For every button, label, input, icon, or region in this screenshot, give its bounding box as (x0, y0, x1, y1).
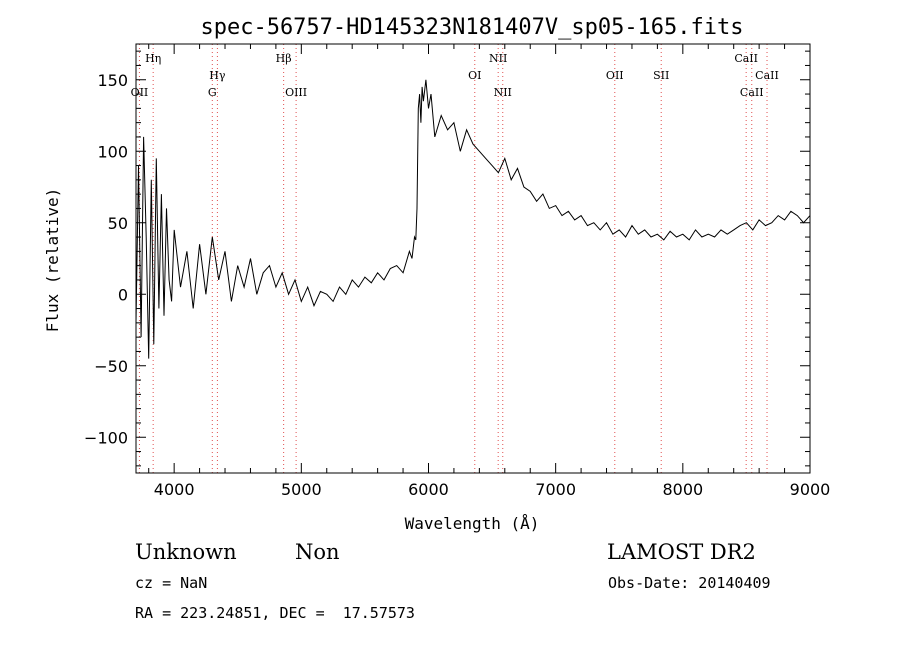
line-label: OIII (285, 86, 307, 99)
x-tick-label: 5000 (281, 480, 322, 499)
spectrum-line (135, 79, 811, 359)
spectral-line-markers (138, 44, 768, 473)
x-tick-label: 6000 (408, 480, 449, 499)
line-label: G (208, 86, 217, 99)
coordinates: RA = 223.24851, DEC = 17.57573 (135, 604, 415, 622)
y-tick-label: 0 (118, 285, 128, 304)
y-tick-label: 150 (97, 71, 128, 90)
line-label: SII (653, 69, 669, 82)
line-label: NII (494, 86, 512, 99)
line-label: Hγ (209, 69, 226, 82)
observation-date: Obs-Date: 20140409 (608, 574, 771, 592)
line-label: CaII (755, 69, 779, 82)
y-tick-label: 50 (108, 214, 128, 233)
y-tick-label: −100 (84, 428, 128, 447)
object-class: Unknown (135, 540, 237, 564)
y-tick-label: −50 (94, 357, 128, 376)
line-label: CaII (740, 86, 764, 99)
object-subclass: Non (295, 540, 340, 564)
line-label: CaII (734, 52, 758, 65)
x-axis-label: Wavelength (Å) (405, 514, 540, 533)
line-label: Hη (145, 52, 161, 65)
y-axis-label: Flux (relative) (43, 188, 62, 333)
line-label: NII (489, 52, 507, 65)
line-label: Hβ (276, 52, 292, 65)
line-label: OII (606, 69, 624, 82)
line-label: OII (131, 86, 149, 99)
x-tick-label: 4000 (154, 480, 195, 499)
x-tick-label: 9000 (790, 480, 831, 499)
y-tick-label: 100 (97, 142, 128, 161)
line-label: OI (468, 69, 481, 82)
redshift-value: cz = NaN (135, 574, 208, 592)
plot-frame (135, 43, 811, 474)
x-tick-label: 8000 (662, 480, 703, 499)
spectrum-series (135, 79, 811, 359)
spectral-line-labels: Hη OII Hγ G Hβ OIII NII OI NII OII SII CaII CaII CaII (131, 52, 779, 99)
x-tick-label: 7000 (535, 480, 576, 499)
survey-name: LAMOST DR2 (607, 540, 756, 564)
axes: 4000 5000 6000 7000 8000 9000 −100 −50 0 50 100 150 (84, 43, 831, 499)
chart-title: spec-56757-HD145323N181407V_sp05-165.fit… (200, 15, 743, 40)
